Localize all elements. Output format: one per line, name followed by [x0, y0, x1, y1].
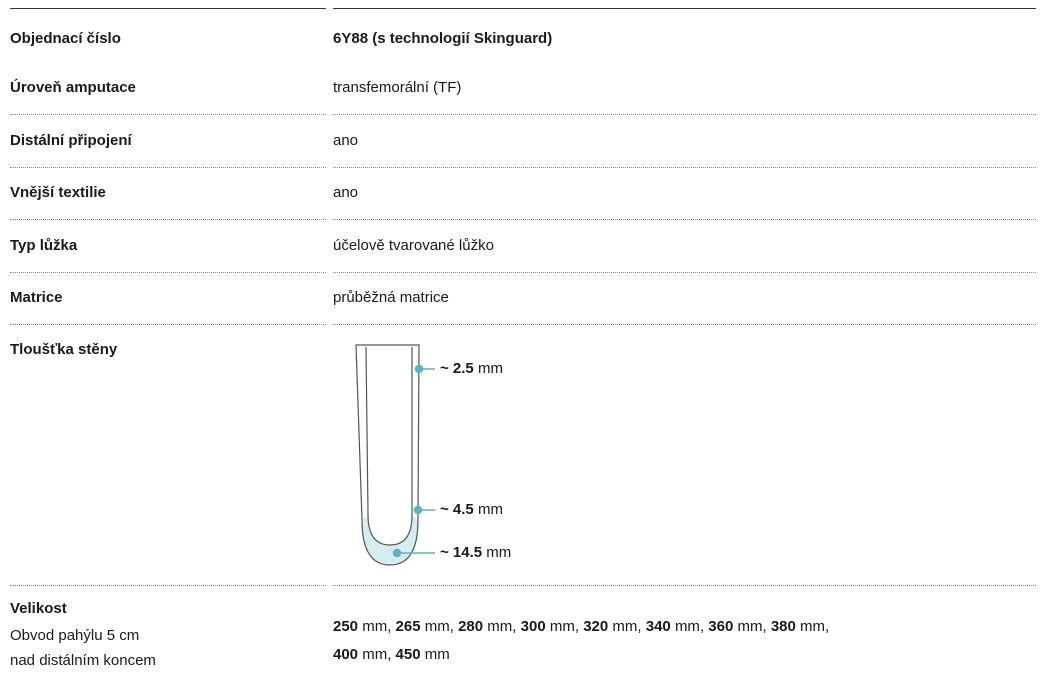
row-value: ano	[333, 184, 359, 201]
thickness-value: ~ 4.5	[440, 501, 474, 518]
row-value: účelově tvarované lůžko	[333, 237, 494, 254]
size-unit: mm,	[362, 646, 392, 663]
size-number: 450	[395, 646, 421, 663]
row-value: průběžná matrice	[333, 289, 449, 306]
thickness-value: ~ 14.5	[440, 544, 483, 561]
row-separator	[333, 324, 1036, 325]
thickness-callout: ~ 2.5 mm	[440, 360, 503, 378]
row-sublabel: Obvod pahýlu 5 cm	[10, 627, 140, 644]
size-number: 250	[333, 618, 359, 635]
row-separator	[333, 272, 1036, 273]
row-value: transfemorální (TF)	[333, 79, 462, 96]
row-separator	[333, 585, 1036, 586]
row-label: Tloušťka stěny	[10, 341, 118, 358]
top-rule	[333, 8, 1036, 9]
thickness-unit: mm	[486, 544, 512, 561]
row-separator	[10, 219, 326, 220]
thickness-unit: mm	[477, 501, 503, 518]
row-separator	[10, 272, 326, 273]
row-label: Matrice	[10, 289, 63, 306]
thickness-callout: ~ 14.5 mm	[440, 544, 511, 562]
size-number: 360	[708, 618, 734, 635]
row-separator	[333, 219, 1036, 220]
row-label: Velikost	[10, 600, 67, 617]
row-label: Vnější textilie	[10, 184, 106, 201]
size-unit: mm	[424, 646, 450, 663]
row-sublabel: nad distálním koncem	[10, 652, 156, 669]
row-separator	[10, 167, 326, 168]
row-label: Distální připojení	[10, 132, 132, 149]
size-unit: mm,	[362, 618, 392, 635]
size-number: 265	[395, 618, 421, 635]
size-line: 250 mm, 265 mm, 280 mm, 300 mm, 320 mm, …	[333, 618, 829, 636]
size-unit: mm,	[487, 618, 517, 635]
size-number: 300	[520, 618, 546, 635]
size-unit: mm,	[424, 618, 454, 635]
size-unit: mm,	[737, 618, 767, 635]
size-unit: mm,	[549, 618, 580, 635]
header-value: 6Y88 (s technologií Skinguard)	[333, 30, 553, 47]
thickness-callout: ~ 4.5 mm	[440, 501, 503, 519]
size-unit: mm,	[674, 618, 705, 635]
size-number: 400	[333, 646, 359, 663]
size-line: 400 mm, 450 mm	[333, 646, 450, 664]
row-separator	[10, 585, 326, 586]
size-number: 280	[458, 618, 484, 635]
size-number: 320	[583, 618, 609, 635]
row-label: Úroveň amputace	[10, 79, 136, 96]
header-label: Objednací číslo	[10, 30, 121, 47]
row-value: ano	[333, 132, 359, 149]
row-label: Typ lůžka	[10, 237, 78, 254]
size-number: 340	[645, 618, 671, 635]
row-separator	[10, 324, 326, 325]
size-unit: mm,	[612, 618, 642, 635]
size-unit: mm,	[800, 618, 830, 635]
top-rule	[10, 8, 326, 9]
thickness-unit: mm	[477, 360, 503, 377]
size-number: 380	[770, 618, 796, 635]
thickness-value: ~ 2.5	[440, 360, 474, 377]
row-separator	[333, 167, 1036, 168]
row-separator	[10, 114, 326, 115]
row-separator	[333, 114, 1036, 115]
